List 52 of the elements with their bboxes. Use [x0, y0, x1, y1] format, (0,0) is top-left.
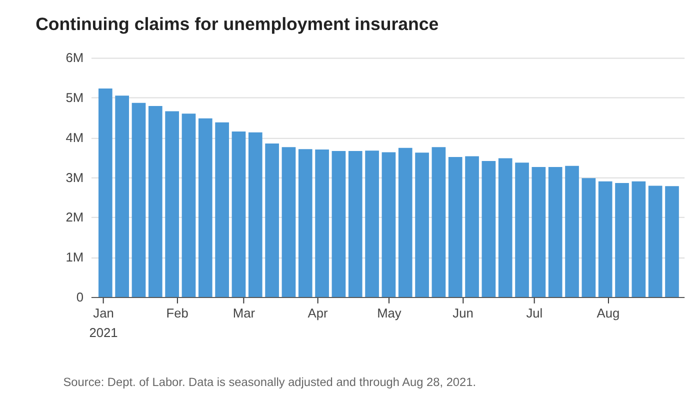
- x-tick-label: Jun: [452, 305, 474, 320]
- bar: [382, 152, 396, 297]
- x-tick-label: May: [377, 305, 402, 320]
- bar: [398, 148, 412, 297]
- bar: [582, 178, 596, 297]
- x-tick-label: Aug: [596, 305, 620, 320]
- bar: [165, 111, 179, 297]
- bar: [498, 158, 512, 297]
- bar: [465, 156, 479, 297]
- bar: [515, 162, 529, 297]
- y-tick-label: 0: [76, 289, 84, 304]
- y-tick-label: 6M: [66, 50, 84, 66]
- y-tick-label: 2M: [66, 210, 84, 225]
- bar: [265, 143, 279, 297]
- bar: [532, 167, 546, 297]
- bar: [365, 150, 379, 297]
- bar: [665, 186, 679, 297]
- bar: [315, 149, 329, 297]
- bar: [415, 152, 429, 297]
- chart-title: Continuing claims for unemployment insurance: [36, 14, 439, 34]
- bar: [148, 106, 162, 297]
- bar: [598, 181, 612, 297]
- bar: [565, 166, 579, 297]
- bar: [182, 114, 196, 297]
- bar: [648, 186, 662, 297]
- x-tick-label: Apr: [308, 305, 328, 320]
- bar: [482, 161, 496, 297]
- bar: [215, 122, 229, 297]
- bar: [615, 182, 629, 297]
- bar: [115, 96, 129, 297]
- bar: [282, 147, 296, 297]
- bar: [448, 157, 462, 297]
- bar: [332, 151, 346, 297]
- y-tick-label: 1M: [66, 250, 84, 265]
- source-note: Source: Dept. of Labor. Data is seasonally adjusted and through Aug 28, 2021.: [63, 374, 476, 389]
- y-tick-label: 3M: [66, 170, 84, 185]
- x-tick-label: Jul: [526, 305, 543, 320]
- y-tick-label: 4M: [66, 130, 84, 145]
- bar: [98, 88, 112, 297]
- bar: [632, 181, 646, 297]
- bar: [298, 149, 312, 297]
- bar: [348, 151, 362, 297]
- bar: [198, 118, 212, 297]
- bar: [432, 147, 446, 297]
- x-tick-label: Feb: [166, 305, 188, 320]
- x-tick-label: Mar: [232, 305, 256, 320]
- y-tick-label: 5M: [66, 90, 84, 106]
- x-tick-label: Jan 2021: [89, 305, 118, 340]
- bar: [132, 102, 146, 297]
- bar: [232, 132, 246, 297]
- bar: [248, 132, 262, 297]
- bar: [548, 167, 562, 297]
